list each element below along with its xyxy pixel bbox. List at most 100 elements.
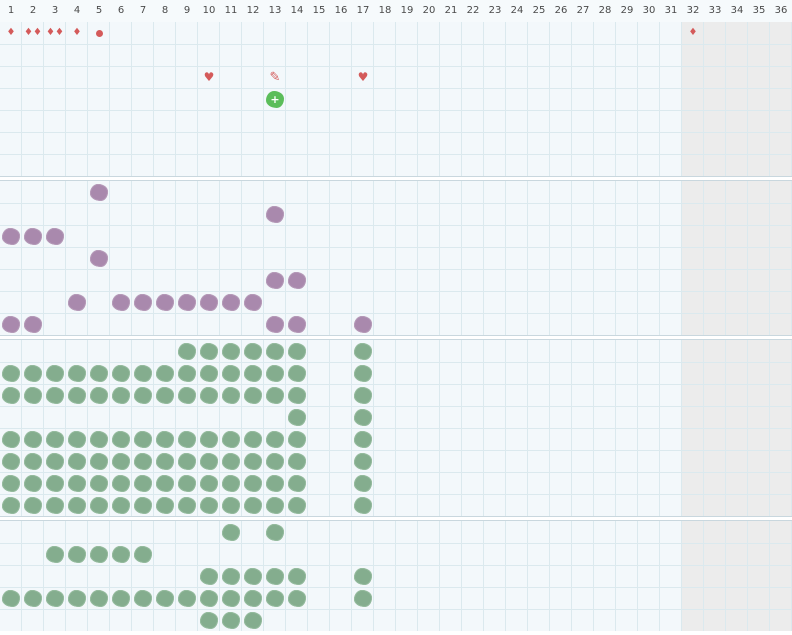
green-tile[interactable] bbox=[176, 450, 198, 472]
green-tile[interactable] bbox=[44, 450, 66, 472]
purple-tile[interactable] bbox=[352, 313, 374, 335]
green-tile[interactable] bbox=[286, 587, 308, 609]
green-tile[interactable] bbox=[242, 565, 264, 587]
purple-tile[interactable] bbox=[264, 203, 286, 225]
green-tile[interactable] bbox=[286, 340, 308, 362]
green-tile[interactable] bbox=[264, 384, 286, 406]
green-tile[interactable] bbox=[44, 543, 66, 565]
green-tile[interactable] bbox=[286, 450, 308, 472]
green-tile[interactable] bbox=[198, 587, 220, 609]
green-tile[interactable] bbox=[176, 340, 198, 362]
green-tile[interactable] bbox=[176, 384, 198, 406]
green-tile[interactable] bbox=[44, 494, 66, 516]
green-tile[interactable] bbox=[110, 494, 132, 516]
green-tile[interactable] bbox=[352, 472, 374, 494]
green-tile[interactable] bbox=[352, 428, 374, 450]
green-tile[interactable] bbox=[132, 494, 154, 516]
green-tile[interactable] bbox=[198, 384, 220, 406]
green-tile[interactable] bbox=[22, 587, 44, 609]
purple-tile[interactable] bbox=[66, 291, 88, 313]
green-tile[interactable] bbox=[242, 450, 264, 472]
marker[interactable] bbox=[88, 22, 110, 44]
green-tile[interactable] bbox=[198, 494, 220, 516]
purple-tile[interactable] bbox=[176, 291, 198, 313]
green-tile[interactable] bbox=[66, 543, 88, 565]
green-tile[interactable] bbox=[110, 472, 132, 494]
green-tile[interactable] bbox=[110, 543, 132, 565]
green-tile[interactable] bbox=[176, 587, 198, 609]
purple-tile[interactable] bbox=[22, 225, 44, 247]
green-tile[interactable] bbox=[220, 450, 242, 472]
green-tile[interactable] bbox=[242, 494, 264, 516]
marker[interactable]: ♦♦ bbox=[44, 22, 66, 44]
green-tile[interactable] bbox=[22, 428, 44, 450]
green-tile[interactable] bbox=[286, 494, 308, 516]
green-tile[interactable] bbox=[154, 472, 176, 494]
green-tile[interactable] bbox=[264, 428, 286, 450]
green-tile[interactable] bbox=[220, 428, 242, 450]
green-tile[interactable] bbox=[220, 362, 242, 384]
purple-tile[interactable] bbox=[88, 181, 110, 203]
green-tile[interactable] bbox=[88, 362, 110, 384]
green-tile[interactable] bbox=[220, 565, 242, 587]
green-tile[interactable] bbox=[242, 609, 264, 631]
green-tile[interactable] bbox=[264, 472, 286, 494]
green-tile[interactable] bbox=[22, 450, 44, 472]
green-tile[interactable] bbox=[198, 428, 220, 450]
green-tile[interactable] bbox=[110, 362, 132, 384]
purple-tile[interactable] bbox=[132, 291, 154, 313]
green-tile[interactable] bbox=[44, 472, 66, 494]
marker[interactable]: ♦ bbox=[682, 22, 704, 44]
green-tile[interactable] bbox=[132, 450, 154, 472]
green-tile[interactable] bbox=[88, 587, 110, 609]
green-tile[interactable] bbox=[264, 362, 286, 384]
green-tile[interactable] bbox=[44, 428, 66, 450]
green-tile[interactable] bbox=[154, 362, 176, 384]
green-tile[interactable] bbox=[0, 428, 22, 450]
green-tile[interactable] bbox=[154, 450, 176, 472]
green-tile[interactable] bbox=[66, 362, 88, 384]
green-tile[interactable] bbox=[242, 587, 264, 609]
green-tile[interactable] bbox=[0, 587, 22, 609]
green-tile[interactable] bbox=[88, 428, 110, 450]
green-tile[interactable] bbox=[198, 609, 220, 631]
green-tile[interactable] bbox=[22, 494, 44, 516]
green-tile[interactable] bbox=[264, 587, 286, 609]
marker[interactable]: ♦ bbox=[66, 22, 88, 44]
green-tile[interactable] bbox=[264, 565, 286, 587]
green-tile[interactable] bbox=[66, 450, 88, 472]
green-tile[interactable] bbox=[88, 450, 110, 472]
green-tile[interactable] bbox=[88, 384, 110, 406]
green-tile[interactable] bbox=[88, 472, 110, 494]
green-tile[interactable] bbox=[110, 428, 132, 450]
green-tile[interactable] bbox=[44, 384, 66, 406]
purple-tile[interactable] bbox=[198, 291, 220, 313]
green-tile[interactable] bbox=[264, 521, 286, 543]
green-tile[interactable] bbox=[0, 362, 22, 384]
green-tile[interactable] bbox=[286, 472, 308, 494]
green-tile[interactable] bbox=[22, 384, 44, 406]
green-tile[interactable] bbox=[154, 384, 176, 406]
purple-tile[interactable] bbox=[220, 291, 242, 313]
green-tile[interactable] bbox=[352, 565, 374, 587]
green-tile[interactable] bbox=[220, 472, 242, 494]
green-tile[interactable] bbox=[66, 472, 88, 494]
green-tile[interactable] bbox=[88, 543, 110, 565]
purple-tile[interactable] bbox=[88, 247, 110, 269]
green-tile[interactable] bbox=[264, 450, 286, 472]
green-tile[interactable] bbox=[132, 428, 154, 450]
green-tile[interactable] bbox=[220, 340, 242, 362]
green-tile[interactable] bbox=[352, 384, 374, 406]
green-tile[interactable] bbox=[0, 450, 22, 472]
green-tile[interactable] bbox=[286, 362, 308, 384]
green-tile[interactable] bbox=[110, 587, 132, 609]
green-tile[interactable] bbox=[264, 494, 286, 516]
purple-tile[interactable] bbox=[264, 269, 286, 291]
green-tile[interactable] bbox=[286, 428, 308, 450]
green-tile[interactable] bbox=[352, 494, 374, 516]
green-tile[interactable] bbox=[242, 340, 264, 362]
green-tile[interactable] bbox=[198, 450, 220, 472]
purple-tile[interactable] bbox=[44, 225, 66, 247]
green-tile[interactable] bbox=[132, 587, 154, 609]
green-tile[interactable] bbox=[352, 587, 374, 609]
